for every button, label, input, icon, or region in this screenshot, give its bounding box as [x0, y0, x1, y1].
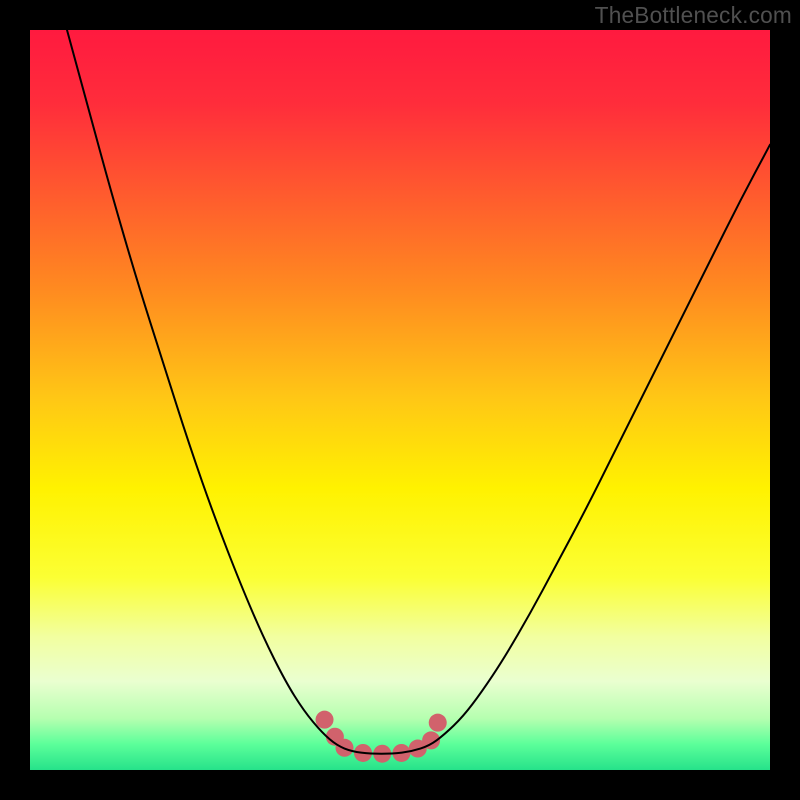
plot-background	[30, 30, 770, 770]
curve-dot	[429, 714, 447, 732]
curve-dot	[316, 711, 334, 729]
watermark-text: TheBottleneck.com	[595, 2, 792, 29]
chart-svg	[0, 0, 800, 800]
stage: TheBottleneck.com	[0, 0, 800, 800]
